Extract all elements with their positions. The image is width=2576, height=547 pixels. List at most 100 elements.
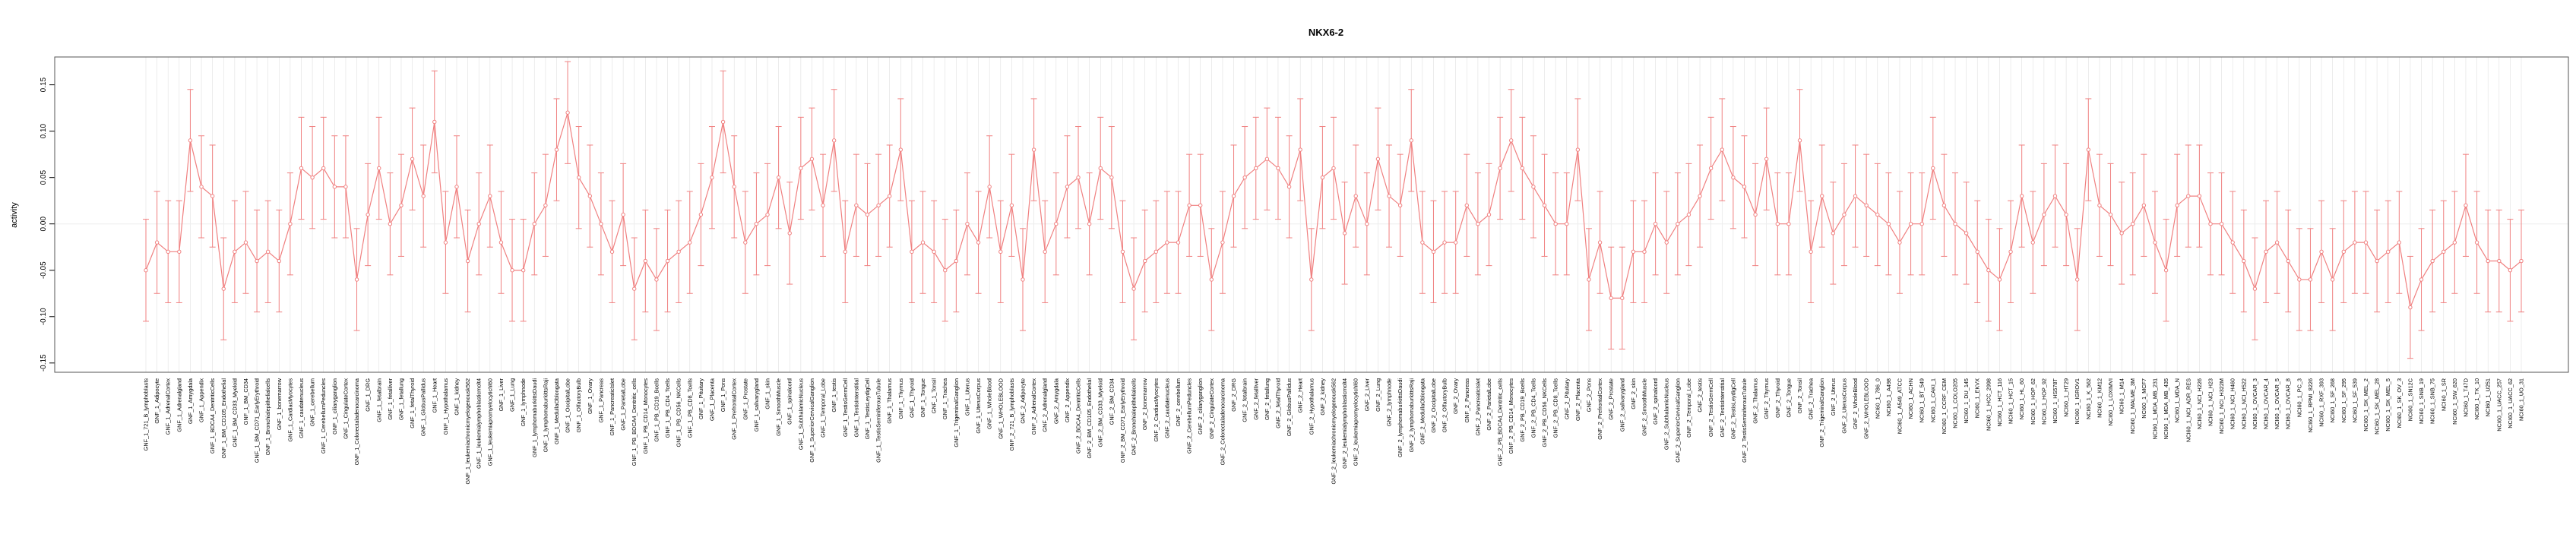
x-tick-label: NCI60_1_OVCAR_5	[2274, 378, 2280, 429]
x-tick-label: GNF_2_TestisInterstitial	[1719, 378, 1726, 438]
data-point	[2419, 278, 2423, 281]
data-point	[1831, 232, 1834, 235]
x-tick-label: GNF_1_CerebellumPeduncles	[320, 378, 327, 454]
x-tick-label: NCI60_1_HOP_92	[2040, 378, 2047, 425]
data-point	[2397, 241, 2400, 244]
x-tick-label: GNF_1_Placenta	[708, 378, 715, 421]
x-tick-label: GNF_2_CerebellumPeduncles	[1186, 378, 1193, 454]
x-tick-label: GNF_1_PB_BDCA4_Dentritic_cells	[631, 378, 638, 466]
x-tick-label: GNF_1_BM_CD34	[242, 378, 249, 425]
x-tick-label: GNF_1_SmoothMuscle	[775, 378, 782, 436]
y-tick-label: -0.10	[40, 308, 48, 325]
x-tick-label: GNF_2_BM_CD105_Endothelial	[1086, 378, 1093, 459]
data-point	[1631, 250, 1635, 253]
x-tick-label: GNF_2_fetalliver	[1252, 378, 1259, 419]
data-point	[1665, 241, 1668, 244]
x-tick-label: GNF_2_Thyroid	[1774, 378, 1781, 418]
x-tick-label: GNF_1_testis	[831, 378, 837, 413]
x-tick-label: NCI60_1_NCI_H226	[2196, 378, 2203, 429]
data-point	[1432, 250, 1435, 253]
chart-title: NKX6-2	[1309, 27, 1343, 38]
data-point	[2508, 269, 2511, 272]
data-point	[144, 269, 147, 272]
data-point	[1321, 175, 1324, 179]
data-point	[1964, 232, 1967, 235]
x-tick-label: GNF_1_Pituitary	[698, 378, 704, 419]
data-point	[1576, 148, 1579, 151]
data-point	[477, 223, 480, 226]
x-tick-label: GNF_1_PB_CD19_Bcells	[653, 378, 660, 442]
data-point	[422, 194, 425, 198]
x-tick-label: GNF_1_leukemialymphoblasticmolt4	[476, 378, 483, 469]
x-tick-label: NCI60_1_SNB_75	[2429, 378, 2436, 424]
data-point	[1698, 194, 1701, 198]
data-point	[2220, 223, 2223, 226]
x-tick-label: NCI60_1_RXF_393	[2318, 378, 2325, 427]
data-point	[966, 223, 969, 226]
data-point	[210, 194, 214, 198]
data-point	[333, 185, 336, 188]
data-point	[1609, 296, 1612, 299]
x-tick-label: GNF_2_ciliaryganglion	[1197, 378, 1204, 435]
x-tick-label: GNF_2_caudatenucleus	[1163, 378, 1170, 438]
x-tick-label: GNF_2_lymphomaburkittsDaudi	[1397, 378, 1404, 457]
data-point	[1277, 166, 1280, 169]
data-point	[1898, 241, 1901, 244]
data-point	[1764, 157, 1767, 160]
x-tick-label: GNF_2_leukemiapromyelocytichl60	[1353, 378, 1359, 466]
x-tick-label: NCI60_1_CAKI_1	[1929, 378, 1936, 422]
data-point	[1454, 241, 1457, 244]
data-point	[2253, 287, 2256, 290]
data-point	[1032, 148, 1035, 151]
x-tick-label: GNF_2_fetalThyroid	[1274, 378, 1281, 428]
data-point	[1687, 213, 1690, 216]
x-tick-label: GNF_1_PrefrontalCortex	[731, 378, 738, 440]
data-point	[1176, 241, 1179, 244]
x-tick-label: GNF_1_Tongue	[919, 378, 926, 418]
data-point	[1188, 204, 1191, 207]
data-point	[2331, 278, 2334, 281]
x-tick-label: NCI60_1_OVCAR_4	[2263, 378, 2270, 429]
data-point	[1543, 204, 1546, 207]
x-tick-label: GNF_2_TestisGermCell	[1707, 378, 1714, 437]
x-tick-label: NCI60_1_SK_OV_3	[2396, 378, 2403, 428]
data-point	[166, 250, 169, 253]
x-tick-label: GNF_2_bonemarrow	[1141, 378, 1148, 430]
x-tick-label: GNF_2_OccipitalLobe	[1430, 378, 1437, 433]
data-point	[1853, 194, 1856, 198]
x-tick-label: NCI60_1_NCI_ADR_RES	[2185, 378, 2191, 442]
data-point	[1976, 250, 1979, 253]
x-tick-label: GNF_2_PB_CD14_Monocytes	[1508, 378, 1514, 454]
x-tick-label: NCI60_1_BT_549	[1919, 378, 1926, 422]
x-tick-label: GNF_1_fetalThyroid	[409, 378, 416, 428]
x-tick-label: GNF_2_Pancreas	[1464, 378, 1470, 423]
data-point	[1332, 166, 1335, 169]
data-point	[821, 204, 824, 207]
x-tick-label: NCI60_1_UACC_62	[2507, 378, 2514, 428]
x-tick-label: NCI60_1_A549_ATCC	[1896, 378, 1903, 434]
data-point	[1565, 223, 1568, 226]
x-tick-label: GNF_2_skin	[1630, 378, 1637, 409]
data-point	[311, 175, 314, 179]
x-tick-label: NCI60_1_M14	[2119, 378, 2125, 414]
data-point	[1587, 278, 1590, 281]
x-tick-label: GNF_1_salivarygland	[753, 378, 760, 432]
data-point	[1232, 194, 1235, 198]
data-point	[666, 259, 669, 262]
x-tick-label: GNF_2_Prostate	[1608, 378, 1615, 420]
x-tick-label: GNF_1_spinalcord	[786, 378, 793, 425]
data-point	[244, 241, 247, 244]
data-point	[2486, 259, 2489, 262]
data-point	[744, 241, 747, 244]
x-tick-label: NCI60_1_NCI_H322M	[2218, 378, 2225, 434]
data-point	[954, 259, 957, 262]
data-point	[499, 241, 502, 244]
y-tick-label: 0.10	[40, 123, 48, 138]
y-tick-label: 0.15	[40, 77, 48, 92]
x-tick-label: GNF_2_PB_CD56_NKCells	[1541, 378, 1548, 447]
x-tick-label: NCI60_1_HCT_15	[2008, 378, 2014, 424]
x-tick-label: GNF_1_CardiacMyocytes	[286, 378, 293, 442]
x-tick-label: GNF_1_Lung	[509, 378, 516, 412]
x-tick-label: GNF_1_Hypothalamus	[442, 378, 449, 435]
x-tick-label: NCI60_1_MDA_N	[2174, 378, 2181, 422]
